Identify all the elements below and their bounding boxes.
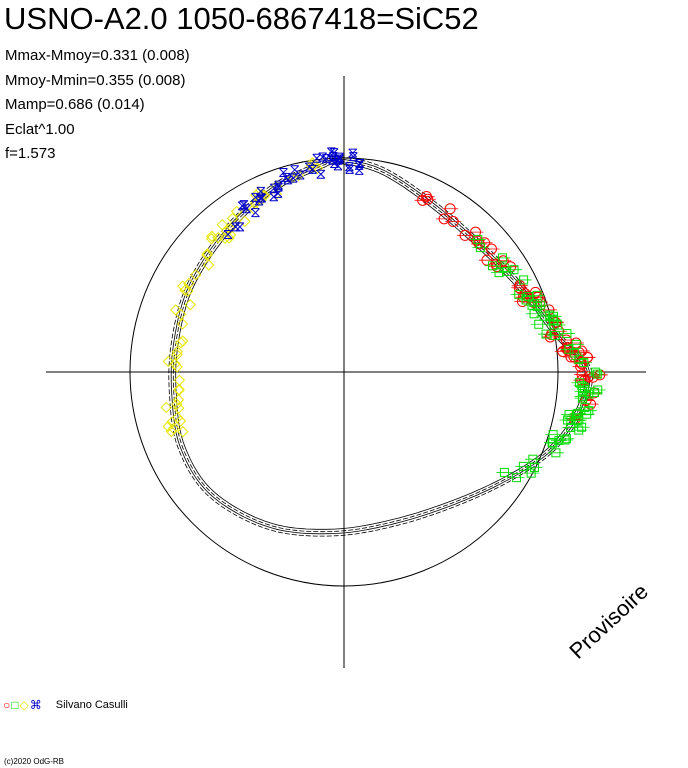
point-x	[354, 165, 364, 175]
point-diamond	[174, 415, 187, 427]
legend-diamond-icon: ◇	[19, 698, 29, 712]
point-diamond	[171, 361, 183, 373]
point-x	[274, 182, 283, 192]
point-diamond	[239, 215, 251, 228]
point-diamond	[172, 394, 185, 406]
point-x	[281, 172, 291, 182]
point-diamond	[160, 401, 172, 414]
point-diamond	[167, 422, 180, 435]
stat-mmax-mmoy: Mmax-Mmoy=0.331 (0.008)	[5, 47, 190, 64]
legend: ○ □ ◇ ⌘ Silvano Casulli	[3, 698, 128, 712]
point-diamond	[162, 420, 174, 433]
point-diamond	[166, 416, 178, 428]
point-diamond	[171, 398, 183, 410]
point-x	[235, 222, 245, 232]
point-x	[316, 169, 326, 179]
point-x	[223, 230, 233, 240]
point-diamond	[203, 259, 215, 271]
fit-curve-1	[172, 160, 589, 533]
point-diamond	[177, 425, 189, 438]
point-x	[295, 170, 305, 180]
point-x	[345, 164, 354, 174]
stat-mamp: Mamp=0.686 (0.014)	[5, 96, 145, 113]
point-x	[327, 147, 336, 157]
stat-f: f=1.573	[5, 145, 56, 162]
point-x	[231, 222, 241, 232]
point-x	[269, 183, 279, 193]
point-diamond	[184, 299, 196, 311]
point-x	[321, 154, 331, 164]
fit-curve-3	[168, 155, 593, 537]
watermark-text: Provisoire	[564, 579, 653, 664]
point-x	[329, 152, 338, 162]
point-diamond	[169, 358, 181, 370]
point-x	[318, 152, 328, 162]
point-x	[304, 162, 314, 172]
point-diamond	[212, 231, 224, 244]
copyright-text: (c)2020 OdG-RB	[4, 757, 65, 766]
point-diamond	[173, 402, 185, 414]
point-diamond	[177, 335, 189, 347]
point-x	[273, 188, 283, 198]
point-x	[335, 154, 344, 164]
point-diamond	[190, 269, 202, 281]
fit-curves	[168, 155, 593, 537]
point-x	[288, 173, 298, 183]
point-x	[355, 159, 365, 169]
point-diamond	[201, 249, 213, 261]
stat-mmoy-mmin: Mmoy-Mmin=0.355 (0.008)	[5, 71, 186, 89]
point-x	[333, 161, 343, 171]
point-diamond	[173, 384, 185, 396]
fit-curve-0	[175, 162, 587, 530]
point-diamond	[169, 304, 182, 316]
point-x	[254, 196, 264, 206]
point-diamond	[162, 355, 175, 368]
stats-block: Mmax-Mmoy=0.331 (0.008) Mmoy-Mmin=0.355 …	[5, 44, 190, 167]
point-x	[308, 164, 317, 174]
point-diamond	[311, 162, 324, 175]
point-x	[269, 192, 279, 202]
observer-name: Silvano Casulli	[55, 699, 128, 711]
legend-circle-icon: ○	[3, 698, 11, 712]
data-points	[160, 147, 608, 483]
point-diamond	[171, 346, 184, 358]
point-x	[251, 208, 260, 218]
point-x	[348, 148, 358, 158]
point-diamond	[171, 348, 183, 361]
point-x	[283, 175, 293, 185]
point-x	[290, 165, 300, 175]
axes-group	[46, 76, 646, 668]
chart-title: USNO-A2.0 1050-6867418=SiC52	[4, 1, 479, 36]
point-diamond	[177, 280, 189, 292]
point-diamond	[165, 425, 178, 438]
point-x	[274, 180, 283, 190]
point-diamond	[179, 284, 191, 296]
point-x	[256, 186, 266, 196]
point-x	[312, 153, 322, 163]
stat-eclat: Eclat^1.00	[5, 120, 75, 138]
legend-square-icon: □	[11, 698, 19, 712]
point-diamond	[206, 230, 218, 243]
fit-curve-2	[170, 158, 591, 535]
point-x	[239, 200, 249, 210]
point-x	[334, 152, 344, 162]
point-diamond	[176, 318, 189, 330]
point-diamond	[201, 248, 214, 260]
point-diamond	[224, 223, 236, 235]
point-diamond	[219, 232, 231, 245]
point-x	[256, 193, 265, 203]
legend-cross-icon: ⌘	[29, 698, 42, 712]
point-x	[330, 159, 339, 169]
point-x	[345, 162, 354, 172]
point-x	[279, 168, 288, 178]
point-x	[354, 160, 364, 170]
